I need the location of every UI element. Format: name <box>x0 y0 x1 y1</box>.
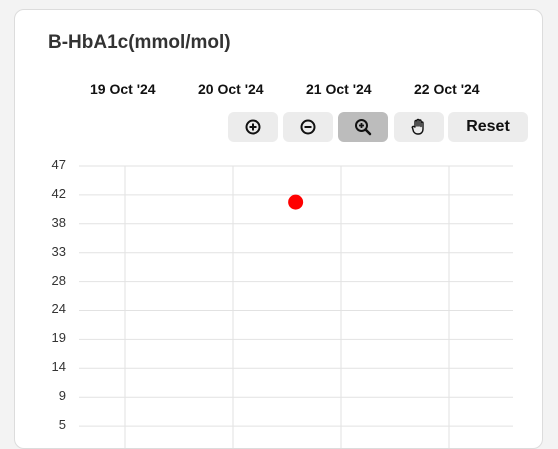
chart-card: B-HbA1c(mmol/mol) 19 Oct '24 20 Oct '24 … <box>14 9 543 449</box>
data-point[interactable] <box>288 195 303 210</box>
plot-area[interactable] <box>15 10 543 449</box>
